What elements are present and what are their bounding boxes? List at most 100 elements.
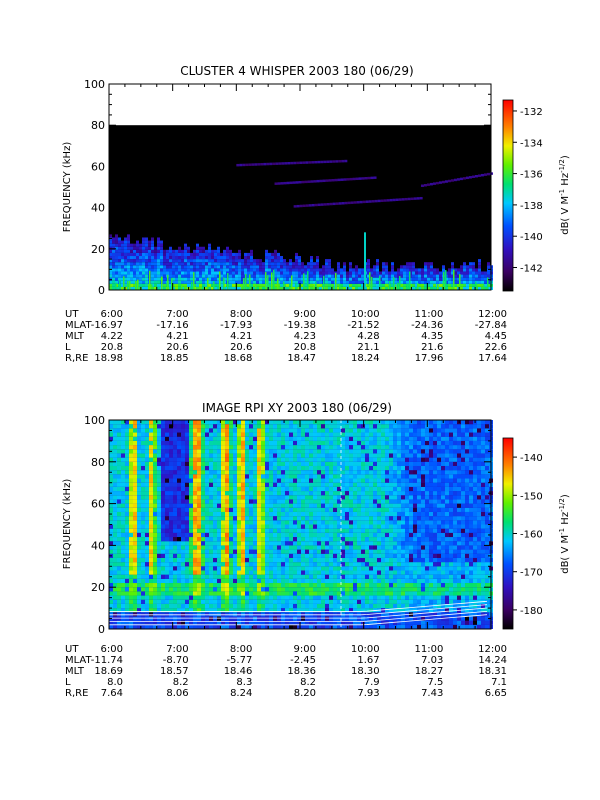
spectrogram-cell (113, 482, 117, 487)
spectrogram-cell (149, 599, 153, 604)
spectrogram-cell (265, 440, 269, 446)
spectrogram-cell (217, 283, 220, 287)
spectrogram-cell (196, 259, 199, 263)
spectrogram-cell (169, 507, 173, 512)
spectrogram-cell (268, 277, 271, 281)
spectrogram-cell (281, 624, 285, 629)
spectrogram-cell (109, 461, 113, 466)
spectrogram-cell (245, 578, 249, 584)
spectrogram-cell (305, 491, 309, 496)
spectrogram-cell (345, 420, 349, 425)
spectrogram-cell (241, 285, 243, 290)
spectrogram-cell (161, 457, 165, 462)
spectrogram-cell (133, 511, 137, 517)
spectrogram-cell (121, 553, 125, 558)
spectrogram-cell (169, 549, 173, 554)
spectrogram-cell (328, 179, 332, 182)
spectrogram-cell (269, 620, 273, 625)
spectrogram-cell (285, 445, 289, 450)
spectrogram-cell (197, 603, 201, 609)
spectrogram-cell (184, 246, 187, 250)
spectrogram-cell (127, 234, 130, 238)
spectrogram-cell (225, 574, 229, 579)
spectrogram-cell (137, 553, 141, 558)
spectrogram-cell (244, 268, 247, 272)
spectrogram-cell (353, 624, 357, 629)
spectrogram-cell (337, 436, 341, 441)
spectrogram-cell (297, 457, 301, 462)
spectrogram-cell (280, 182, 284, 185)
spectrogram-cell (213, 432, 217, 437)
spectrogram-cell (211, 283, 214, 287)
spectrogram-cell (161, 524, 165, 529)
spectrogram-cell (430, 271, 433, 275)
spectrogram-cell (329, 587, 333, 592)
spectrogram-cell (130, 283, 133, 287)
spectrogram-cell (196, 243, 199, 247)
spectrogram-cell (257, 503, 261, 508)
spectrogram-cell (309, 532, 313, 538)
spectrogram-cell (145, 620, 149, 625)
spectrogram-cell (361, 470, 365, 475)
spectrogram-cell (205, 286, 208, 290)
spectrogram-cell (185, 583, 189, 588)
spectrogram-cell (345, 545, 349, 550)
spectrogram-cell (253, 277, 256, 281)
spectrogram-cell (304, 265, 307, 269)
spectrogram-cell (432, 182, 436, 185)
spectrogram-cell (265, 612, 269, 617)
spectrogram-cell (237, 445, 241, 450)
spectrogram-cell (241, 553, 245, 558)
spectrogram-cell (133, 599, 137, 604)
spectrogram-cell (121, 436, 125, 441)
spectrogram-cell (439, 274, 442, 278)
spectrogram-cell (181, 591, 185, 596)
spectrogram-cell (225, 532, 229, 538)
spectrogram-cell (274, 265, 277, 269)
spectrogram-cell (344, 201, 348, 205)
spectrogram-cell (153, 516, 157, 521)
spectrogram-cell (277, 470, 281, 475)
spectrogram-cell (469, 277, 472, 281)
spectrogram-cell (169, 482, 173, 487)
spectrogram-cell (113, 612, 117, 617)
spectrogram-cell (317, 583, 321, 588)
spectrogram-cell (340, 286, 343, 290)
spectrogram-cell (197, 595, 201, 600)
spectrogram-cell (245, 524, 249, 529)
spectrogram-cell (343, 268, 346, 272)
spectrogram-cell (125, 549, 129, 554)
spectrogram-cell (361, 499, 365, 504)
spectrogram-cell (235, 265, 238, 269)
spectrogram-cell (253, 583, 257, 588)
spectrogram-cell (293, 507, 297, 512)
spectrogram-cell (141, 486, 145, 492)
spectrogram-cell (121, 474, 125, 479)
spectrogram-cell (317, 511, 321, 517)
spectrogram-cell (343, 262, 346, 266)
spectrogram-cell (189, 470, 193, 475)
spectrogram-cell (313, 537, 317, 542)
spectrogram-cell (209, 474, 213, 479)
spectrogram-cell (325, 511, 329, 517)
panel1-x-axis (108, 84, 492, 290)
spectrogram-cell (253, 440, 257, 446)
spectrogram-cell (121, 541, 125, 546)
spectrogram-cell (261, 474, 265, 479)
spectrogram-cell (463, 277, 466, 281)
spectrogram-cell (345, 461, 349, 466)
spectrogram-cell (416, 197, 420, 200)
spectrogram-cell (185, 599, 189, 604)
spectrogram-cell (205, 537, 209, 542)
spectrogram-cell (197, 528, 201, 533)
spectrogram-cell (297, 478, 301, 483)
spectrogram-cell (129, 432, 133, 437)
spectrogram-cell (145, 612, 149, 617)
spectrogram-cell (142, 256, 145, 260)
spectrogram-cell (137, 507, 141, 512)
spectrogram-cell (340, 277, 343, 281)
spectrogram-cell (349, 595, 353, 600)
spectrogram-cell (202, 277, 205, 281)
spectrogram-cell (317, 545, 321, 550)
spectrogram-cell (285, 516, 289, 521)
